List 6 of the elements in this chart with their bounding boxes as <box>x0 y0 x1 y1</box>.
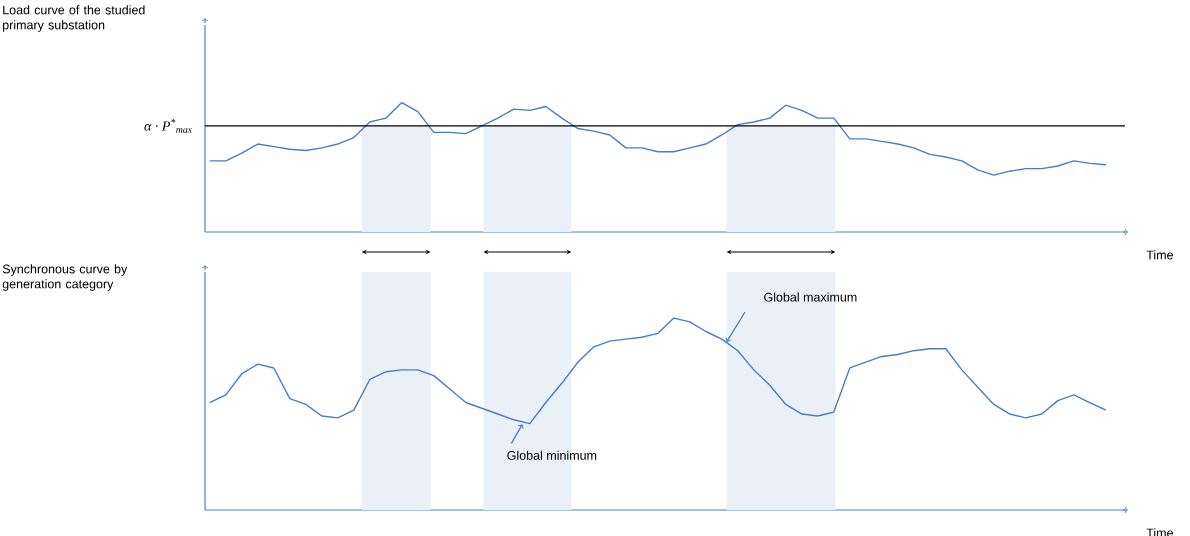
y-axis-title: Synchronous curve by generation category <box>2 264 128 291</box>
x-axis-title: Time <box>1146 250 1173 260</box>
annotation: Global minimum <box>507 450 597 460</box>
ref-line-label: α · P$^{*}$max <box>144 118 193 133</box>
text: Global maximum <box>764 292 857 302</box>
y-axis-title: Load curve of the studied primary substation <box>3 5 145 32</box>
